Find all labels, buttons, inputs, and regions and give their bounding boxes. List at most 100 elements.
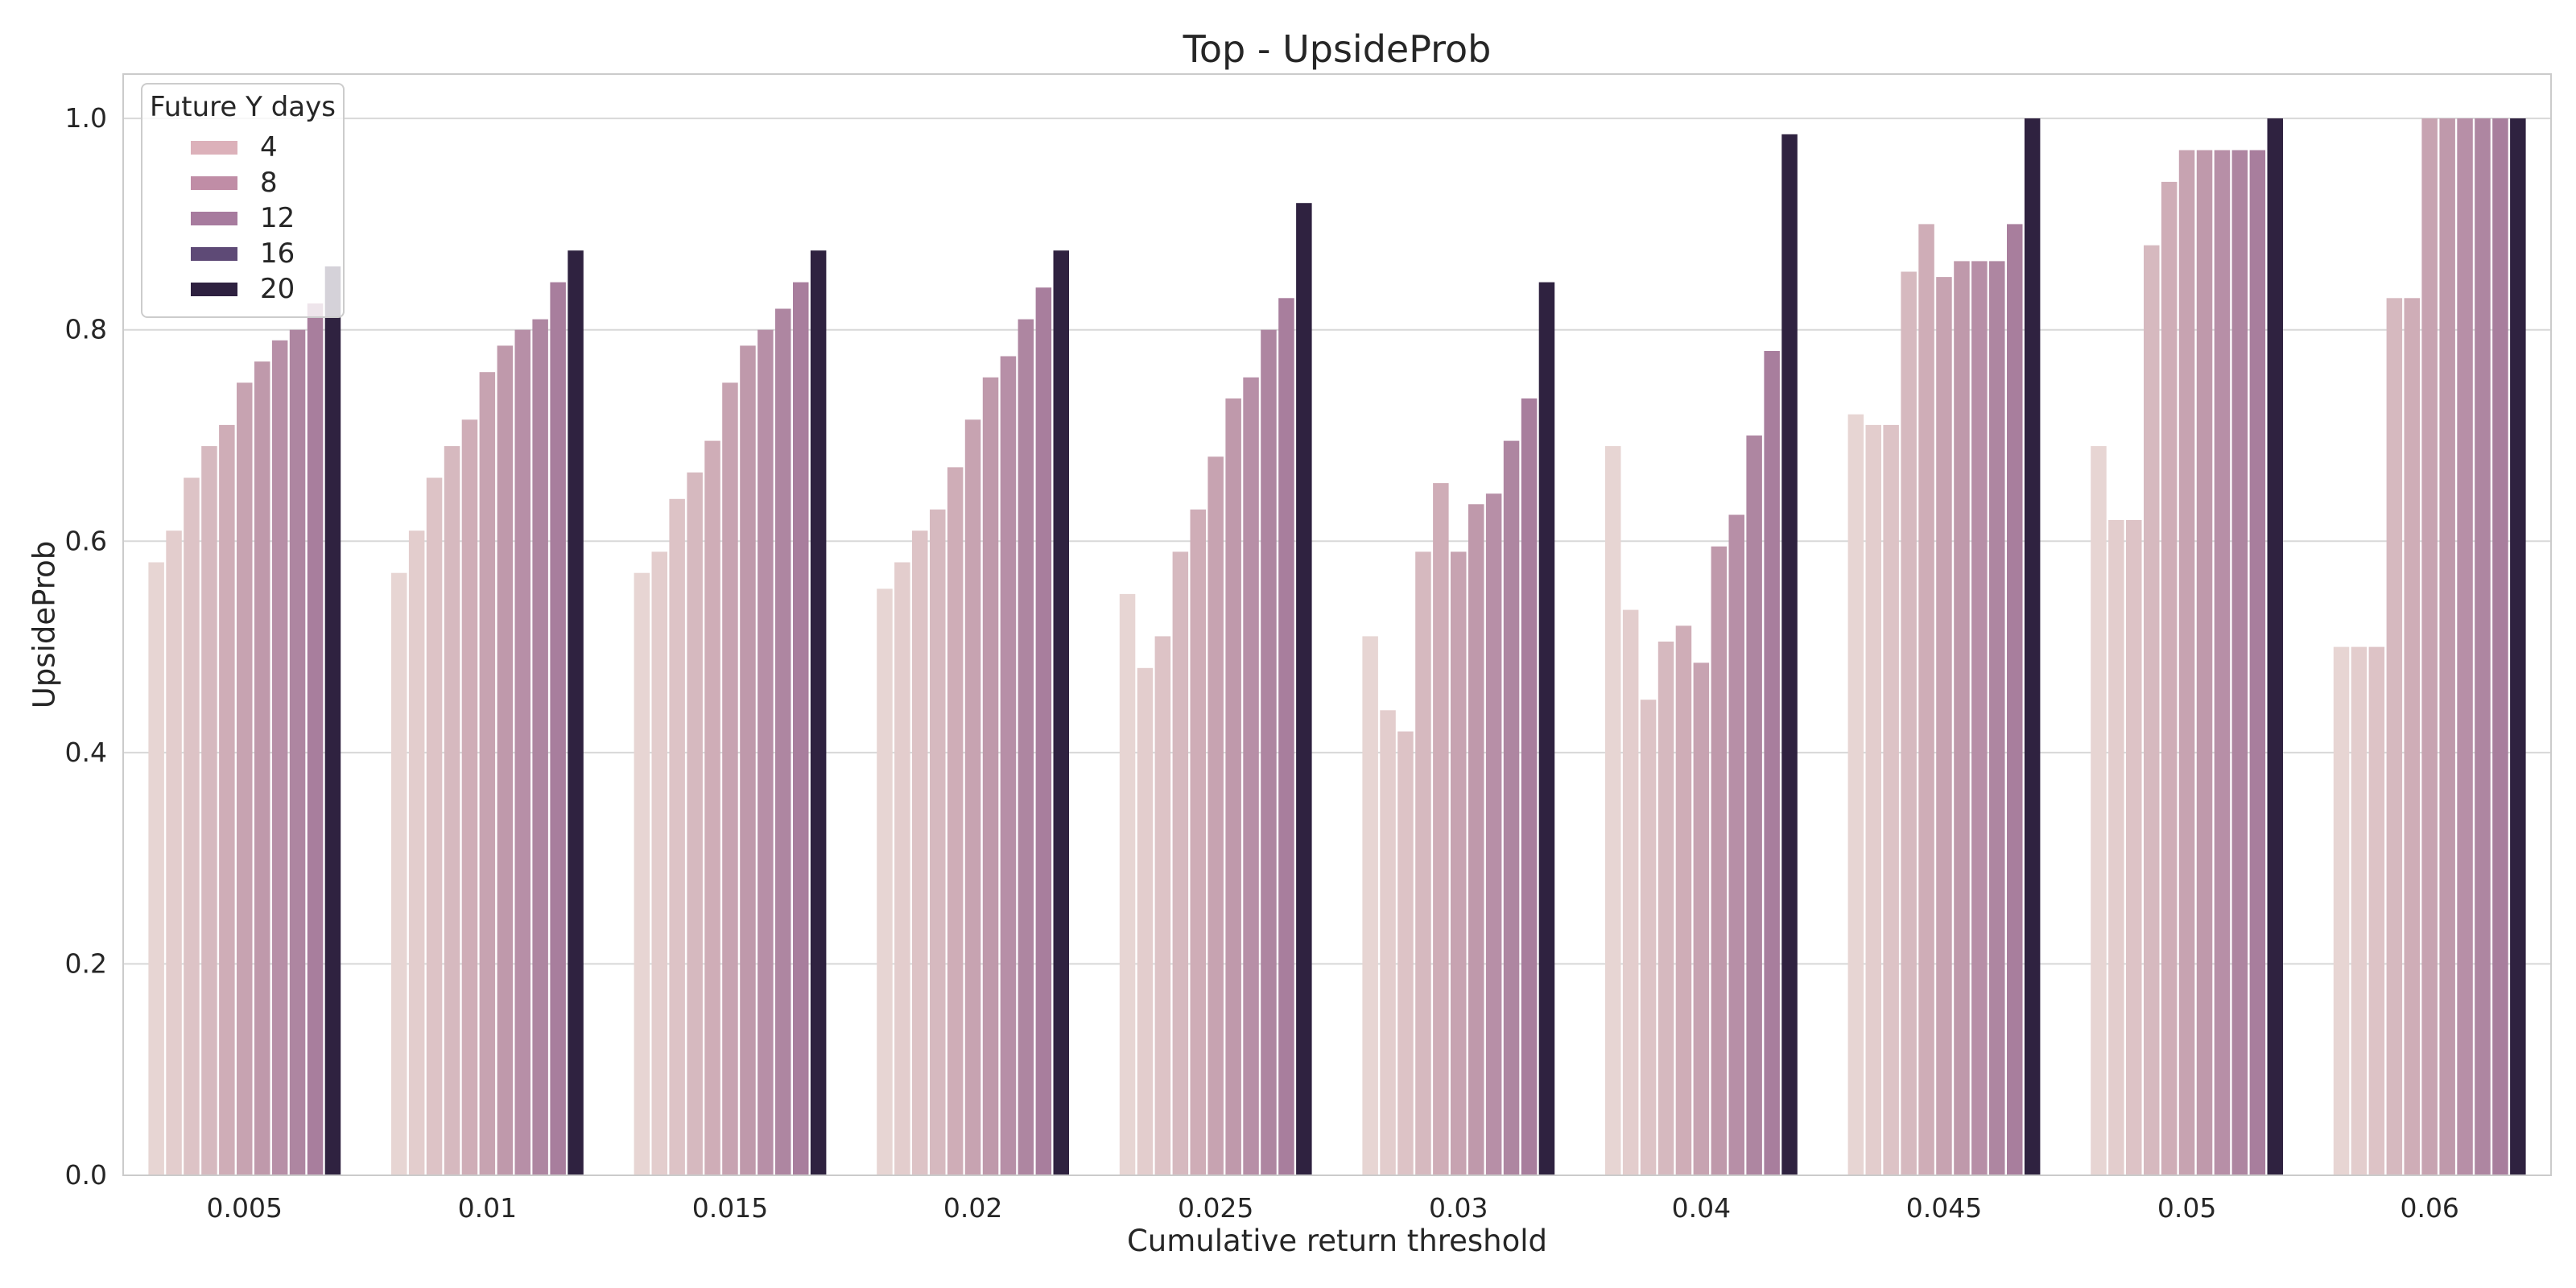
bar	[947, 467, 964, 1175]
bar	[289, 329, 306, 1176]
x-tick-label: 0.01	[458, 1192, 517, 1224]
bar	[2475, 118, 2491, 1176]
legend-entry: 16	[142, 236, 343, 271]
bar	[148, 562, 164, 1175]
bar	[722, 382, 738, 1175]
bar	[1243, 377, 1259, 1175]
bar	[2351, 646, 2368, 1175]
bar	[1971, 261, 1988, 1175]
x-axis-label: Cumulative return threshold	[1126, 1224, 1548, 1258]
legend-swatch-16	[191, 246, 237, 261]
x-tick-label: 0.02	[943, 1192, 1002, 1224]
x-tick-label: 0.03	[1429, 1192, 1488, 1224]
bar	[2439, 118, 2455, 1176]
bar	[2196, 150, 2213, 1175]
bar	[532, 319, 548, 1176]
legend-entry: 20	[142, 271, 343, 307]
bar	[1781, 134, 1798, 1175]
bar	[1137, 667, 1154, 1175]
bar	[166, 530, 182, 1175]
bar	[1000, 356, 1017, 1175]
bar	[634, 572, 650, 1175]
bar	[1190, 509, 1206, 1175]
bar	[894, 562, 910, 1175]
bar	[184, 477, 200, 1175]
y-axis-label: UpsideProb	[27, 540, 62, 709]
bar	[2178, 150, 2195, 1175]
bar	[775, 308, 791, 1175]
bar	[2126, 520, 2142, 1175]
bar	[1397, 731, 1414, 1175]
bar	[810, 250, 827, 1176]
bar	[254, 361, 270, 1176]
bar	[408, 530, 425, 1175]
bar	[1538, 282, 1555, 1176]
bar	[2510, 118, 2526, 1176]
bar	[1865, 424, 1881, 1175]
bar	[237, 382, 253, 1175]
bar	[426, 477, 443, 1175]
legend-title: Future Y days	[150, 91, 336, 123]
bar	[1485, 493, 1502, 1175]
legend-label-4: 4	[260, 131, 278, 163]
bar	[1208, 456, 1224, 1175]
bar	[479, 372, 496, 1175]
y-tick-label: 0.8	[65, 314, 107, 345]
bar	[1035, 287, 1052, 1176]
bar	[1380, 710, 1396, 1175]
y-tick-label: 0.0	[65, 1159, 107, 1191]
bar	[1954, 261, 1970, 1175]
legend-entry: 4	[142, 130, 343, 165]
bar	[461, 419, 478, 1175]
bar	[2386, 298, 2403, 1175]
legend-swatch-8	[191, 175, 237, 190]
legend-entry: 12	[142, 200, 343, 236]
chart-title: Top - UpsideProb	[1183, 27, 1492, 71]
x-tick-label: 0.05	[2157, 1192, 2216, 1224]
bar	[1883, 424, 1899, 1175]
bar	[1728, 514, 1744, 1175]
bar	[740, 345, 756, 1175]
bar	[2161, 181, 2178, 1175]
bar	[1172, 551, 1189, 1175]
legend-label-8: 8	[260, 167, 278, 199]
bar	[1119, 593, 1136, 1175]
bar	[1711, 546, 1728, 1175]
bar	[271, 340, 288, 1175]
bar	[2404, 298, 2420, 1175]
y-tick-label: 0.4	[65, 737, 107, 768]
bar	[877, 588, 893, 1175]
bar	[1261, 329, 1277, 1176]
bar	[912, 530, 928, 1175]
legend-swatch-20	[191, 282, 237, 296]
bar	[758, 329, 774, 1176]
bar	[1468, 504, 1484, 1175]
x-tick-label: 0.015	[692, 1192, 768, 1224]
bar	[2214, 150, 2231, 1175]
bar	[1847, 414, 1864, 1175]
bar	[2368, 646, 2385, 1175]
legend-swatch-4	[191, 140, 237, 155]
bar	[1746, 436, 1762, 1175]
bar	[1693, 663, 1710, 1175]
bar	[324, 266, 341, 1175]
bar	[201, 446, 217, 1175]
bar	[1657, 642, 1674, 1175]
bar	[930, 509, 946, 1175]
bar	[2333, 646, 2350, 1175]
bar	[1225, 398, 1241, 1175]
legend-label-12: 12	[260, 202, 295, 234]
bar	[1936, 277, 1952, 1176]
bar	[982, 377, 999, 1175]
x-tick-label: 0.005	[207, 1192, 283, 1224]
bar	[307, 303, 324, 1175]
bar	[1675, 625, 1692, 1175]
bar	[2421, 118, 2438, 1176]
bar	[2267, 118, 2283, 1176]
bar	[497, 345, 514, 1175]
legend: Future Y days 4 8 12 16 20	[141, 83, 345, 318]
bar	[964, 419, 981, 1175]
bar	[669, 498, 685, 1175]
bar	[1605, 446, 1621, 1175]
plot-border	[122, 73, 2552, 1176]
